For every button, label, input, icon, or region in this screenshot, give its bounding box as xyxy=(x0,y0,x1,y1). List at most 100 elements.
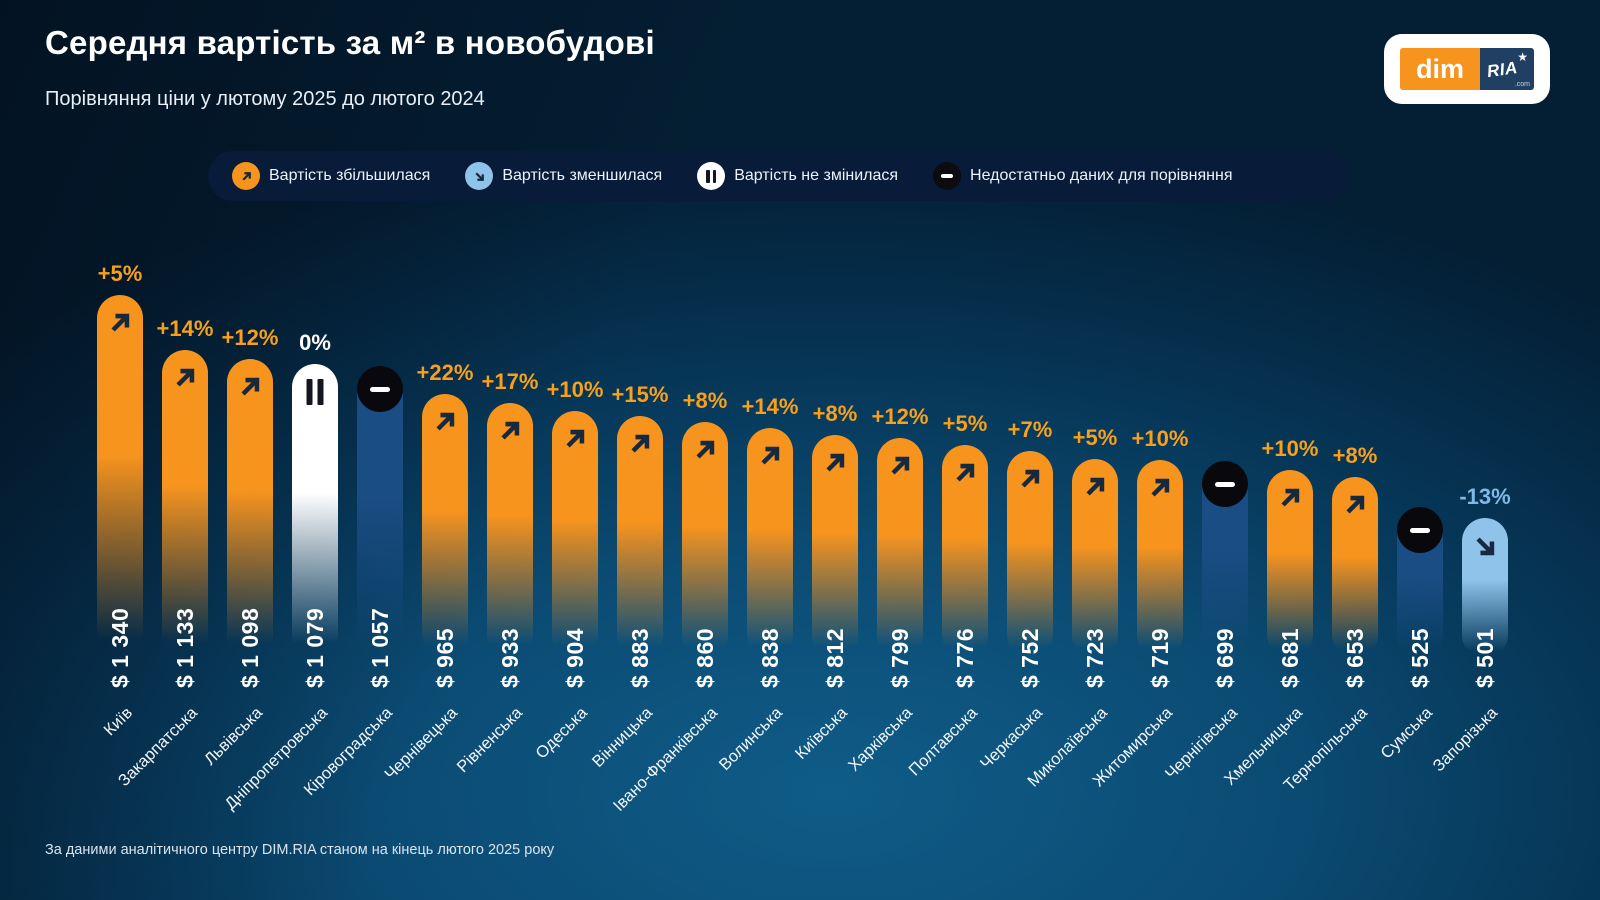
bar-percent-label: +5% xyxy=(942,411,988,436)
bar: 0% xyxy=(292,330,338,658)
trend-up-icon xyxy=(169,362,201,394)
bar: +15% xyxy=(612,382,668,658)
bar: +14% xyxy=(157,316,213,658)
bar-value-label: $ 904 xyxy=(562,627,588,688)
bar-value-label: $ 723 xyxy=(1082,627,1108,688)
bar: +8% xyxy=(812,401,858,658)
legend-item: Вартість збільшилася xyxy=(232,162,430,190)
pause-icon xyxy=(306,376,324,405)
trend-up-icon xyxy=(494,415,526,447)
trend-down-icon xyxy=(1469,530,1501,562)
source-footnote: За даними аналітичного центру DIM.RIA ст… xyxy=(45,842,555,858)
bar: +10% xyxy=(547,377,603,658)
legend: Вартість збільшилася Вартість зменшилася В… xyxy=(208,151,1348,201)
trend-up-icon xyxy=(436,412,455,431)
trend-up-icon xyxy=(884,450,916,482)
legend-item-label: Вартість збільшилася xyxy=(269,167,431,184)
trend-up-icon xyxy=(429,406,461,438)
bar-percent-label: +22% xyxy=(416,360,474,385)
trend-up-icon xyxy=(689,434,721,466)
legend-item: Вартість зменшилася xyxy=(465,162,662,190)
bar-percent-label: +17% xyxy=(481,369,539,394)
trend-up-icon xyxy=(819,447,851,479)
bar: +5% xyxy=(1072,425,1118,658)
trend-up-icon xyxy=(956,463,975,482)
bar-value-label: $ 699 xyxy=(1212,627,1238,688)
bar-percent-label: +12% xyxy=(221,325,279,350)
bar: +8% xyxy=(1332,443,1378,658)
trend-up-icon xyxy=(104,307,136,339)
bar-percent-label: +15% xyxy=(611,382,669,407)
bar-percent-label: +14% xyxy=(741,394,799,419)
trend-up-icon xyxy=(754,440,786,472)
bar-value-label: $ 1 133 xyxy=(172,607,198,688)
bar-value-label: $ 681 xyxy=(1277,627,1303,688)
minus-icon xyxy=(357,366,403,412)
logo-tld-text: .com xyxy=(1514,81,1530,88)
bar-value-label: $ 1 057 xyxy=(367,607,393,688)
legend-item-label: Вартість зменшилася xyxy=(502,167,663,184)
trend-up-icon xyxy=(949,457,981,489)
bar-value-label: $ 799 xyxy=(887,627,913,688)
dim-ria-logo: dim ★ RIA .com xyxy=(1384,34,1550,104)
bar-percent-label: -13% xyxy=(1459,484,1511,509)
trend-up-icon xyxy=(1144,472,1176,504)
bar-value-label: $ 1 079 xyxy=(302,607,328,688)
star-icon: ★ xyxy=(1517,50,1528,64)
bar-percent-label: +5% xyxy=(1072,425,1118,450)
trend-up-icon xyxy=(1079,471,1111,503)
minus-icon xyxy=(1397,507,1443,553)
legend-item: Вартість не змінилася xyxy=(697,162,898,190)
bar-value-label: $ 501 xyxy=(1472,627,1498,688)
trend-up-icon xyxy=(624,428,656,460)
bar-percent-label: 0% xyxy=(299,330,331,355)
bar: +10% xyxy=(1132,426,1188,658)
trend-up-icon xyxy=(1151,478,1170,497)
trend-down-icon xyxy=(475,171,484,181)
bar xyxy=(357,370,403,658)
bar-value-label: $ 653 xyxy=(1342,627,1368,688)
bar-percent-label: +5% xyxy=(97,261,143,286)
trend-up-icon xyxy=(1281,488,1300,507)
trend-up-icon xyxy=(761,446,780,465)
legend-item-label: Недостатньо даних для порівняння xyxy=(970,167,1233,184)
bar-percent-label: +10% xyxy=(546,377,604,402)
trend-up-icon xyxy=(696,440,715,459)
bar: +7% xyxy=(1007,417,1053,658)
trend-down-icon xyxy=(465,162,494,190)
trend-up-icon xyxy=(891,456,910,475)
bar-value-label: $ 752 xyxy=(1017,627,1043,688)
minus-icon xyxy=(1202,461,1248,507)
logo-dim-box: dim xyxy=(1400,48,1480,90)
bar-percent-label: +8% xyxy=(812,401,858,426)
bar-value-label: $ 776 xyxy=(952,627,978,688)
trend-up-icon xyxy=(1346,495,1365,514)
trend-up-icon xyxy=(1014,463,1046,495)
trend-up-icon xyxy=(501,421,520,440)
bar-percent-label: +8% xyxy=(682,388,728,413)
minus-icon xyxy=(933,162,962,190)
bar-value-label: $ 812 xyxy=(822,627,848,688)
trend-up-icon xyxy=(826,453,845,472)
pause-icon xyxy=(697,162,726,190)
trend-up-icon xyxy=(241,377,260,396)
bar: +14% xyxy=(742,394,798,658)
trend-up-icon xyxy=(1274,482,1306,514)
trend-up-icon xyxy=(176,368,195,387)
bar: +8% xyxy=(682,388,728,658)
bar-value-label: $ 933 xyxy=(497,627,523,688)
bar-percent-label: +10% xyxy=(1131,426,1189,451)
bar-value-label: $ 838 xyxy=(757,627,783,688)
trend-up-icon xyxy=(1086,477,1105,496)
bar-percent-label: +10% xyxy=(1261,436,1319,461)
page-title: Середня вартість за м² в новобудові xyxy=(45,24,655,61)
legend-item-label: Вартість не змінилася xyxy=(734,167,899,184)
trend-down-icon xyxy=(1476,537,1495,556)
trend-up-icon xyxy=(111,313,130,332)
bar-percent-label: +7% xyxy=(1007,417,1053,442)
trend-up-icon xyxy=(241,171,251,181)
trend-up-icon xyxy=(232,162,260,190)
bar: +12% xyxy=(222,325,278,658)
bar-value-label: $ 965 xyxy=(432,627,458,688)
bar-value-label: $ 860 xyxy=(692,627,718,688)
